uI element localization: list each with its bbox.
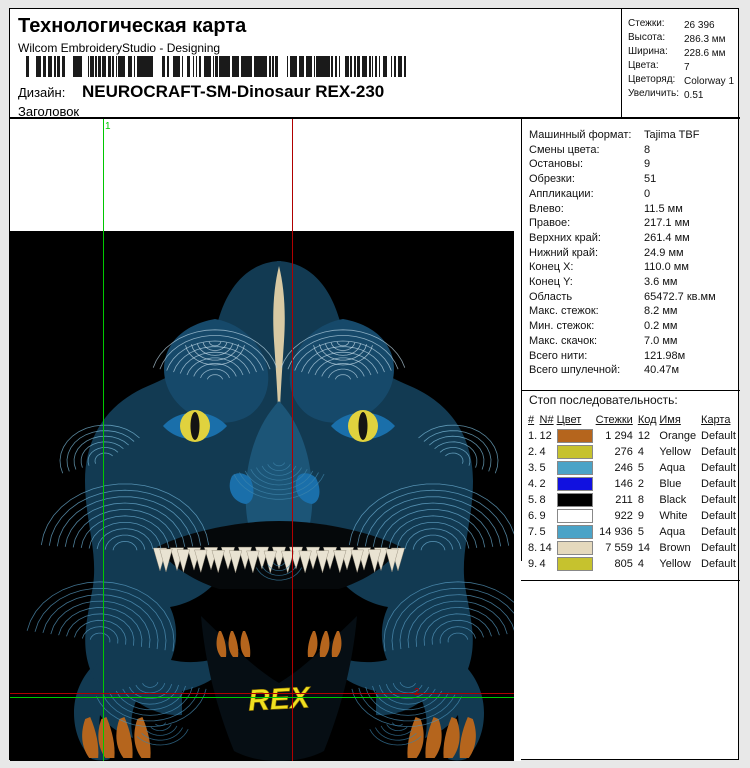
svg-text:REX: REX — [247, 681, 312, 717]
